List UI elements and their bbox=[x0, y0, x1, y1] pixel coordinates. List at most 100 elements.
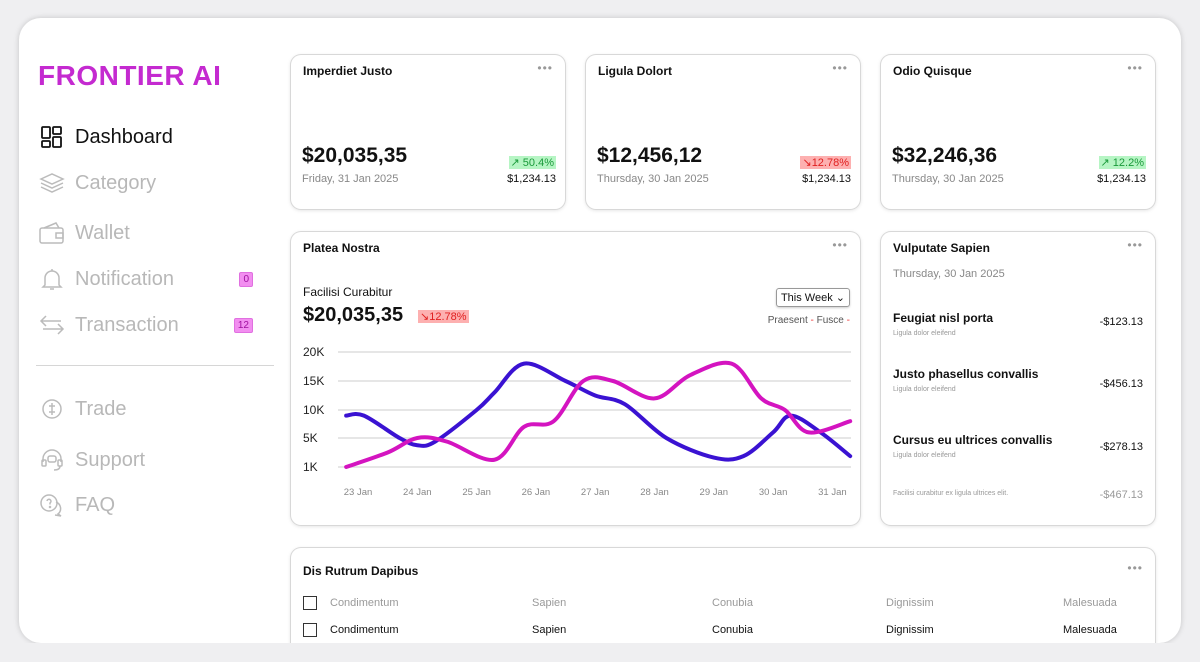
x-tick-label: 31 Jan bbox=[818, 487, 847, 498]
trend-down-icon: ↘ bbox=[420, 311, 430, 323]
sidebar-item-category[interactable]: Category bbox=[39, 170, 253, 196]
chart-value: $20,035,35 bbox=[303, 304, 404, 326]
stat-date: Thursday, 30 Jan 2025 bbox=[597, 173, 709, 185]
card-title: Vulputate Sapien bbox=[893, 241, 990, 255]
stat-date: Thursday, 30 Jan 2025 bbox=[892, 173, 1004, 185]
sidebar-item-trade[interactable]: Trade bbox=[39, 396, 253, 422]
list-item-title: Cursus eu ultrices convallis bbox=[893, 433, 1053, 447]
swap-icon bbox=[39, 312, 65, 338]
more-options-button[interactable]: ••• bbox=[832, 238, 848, 252]
sidebar-item-notification[interactable]: Notification 0 bbox=[39, 266, 253, 292]
select-all-checkbox[interactable] bbox=[303, 596, 317, 610]
table-cell: Malesuada bbox=[1063, 624, 1117, 636]
stat-sub-value: $1,234.13 bbox=[802, 173, 851, 185]
stat-card: Imperdiet Justo ••• $20,035,35 Friday, 3… bbox=[291, 55, 565, 209]
chart-card: Platea Nostra ••• Facilisi Curabitur $20… bbox=[291, 232, 860, 525]
chevron-down-icon: ⌄ bbox=[835, 292, 845, 304]
more-options-button[interactable]: ••• bbox=[537, 61, 553, 75]
x-tick-label: 26 Jan bbox=[522, 487, 551, 498]
nav-label: Wallet bbox=[75, 221, 130, 244]
x-tick-label: 29 Jan bbox=[700, 487, 729, 498]
brand-logo: FRONTIER AI bbox=[38, 60, 222, 91]
headset-icon bbox=[39, 447, 65, 473]
list-item-amount: -$456.13 bbox=[1099, 378, 1143, 390]
stat-value: $32,246,36 bbox=[892, 144, 998, 167]
sidebar-divider bbox=[36, 365, 274, 366]
legend-item: Praesent bbox=[767, 315, 808, 326]
series-line-fusce bbox=[344, 360, 853, 469]
table-cell: Condimentum bbox=[330, 624, 399, 636]
trade-icon bbox=[39, 396, 65, 422]
change-value: 12.78% bbox=[429, 311, 467, 323]
nav-label: Trade bbox=[75, 397, 127, 420]
nav-label: Dashboard bbox=[75, 125, 173, 148]
series-line-praesent bbox=[344, 361, 853, 462]
change-badge: ↘12.78% bbox=[800, 156, 851, 169]
sidebar-item-wallet[interactable]: Wallet bbox=[39, 220, 253, 246]
column-header: Sapien bbox=[532, 597, 567, 609]
nav-label: FAQ bbox=[75, 493, 116, 516]
card-title: Imperdiet Justo bbox=[303, 64, 393, 78]
table-header: Condimentum Sapien Conubia Dignissim Mal… bbox=[303, 596, 1143, 610]
change-badge: ↗ 12.2% bbox=[1098, 156, 1146, 169]
change-value: 12.2% bbox=[1112, 157, 1144, 169]
table-card: Dis Rutrum Dapibus ••• Condimentum Sapie… bbox=[291, 548, 1155, 658]
grid-icon bbox=[39, 124, 65, 150]
list-footer-amount: -$467.13 bbox=[1099, 489, 1143, 501]
y-tick-label: 15K bbox=[303, 374, 324, 388]
transaction-badge: 12 bbox=[233, 317, 253, 333]
list-item-amount: -$278.13 bbox=[1099, 441, 1143, 453]
sidebar-item-dashboard[interactable]: Dashboard bbox=[39, 124, 253, 150]
more-options-button[interactable]: ••• bbox=[1127, 238, 1143, 252]
transactions-card: Vulputate Sapien ••• Thursday, 30 Jan 20… bbox=[881, 232, 1155, 525]
stat-value: $12,456,12 bbox=[597, 144, 703, 167]
sidebar-item-faq[interactable]: FAQ bbox=[39, 492, 253, 518]
trend-up-icon: ↗ bbox=[1100, 157, 1110, 169]
nav-label: Transaction bbox=[75, 313, 179, 336]
trend-up-icon: ↗ bbox=[510, 157, 520, 169]
nav-label: Support bbox=[75, 448, 146, 471]
x-tick-label: 27 Jan bbox=[581, 487, 610, 498]
stat-date: Friday, 31 Jan 2025 bbox=[302, 173, 399, 185]
more-options-button[interactable]: ••• bbox=[832, 61, 848, 75]
chart-label: Facilisi Curabitur bbox=[303, 285, 393, 299]
table-cell: Sapien bbox=[532, 624, 567, 636]
table-cell: Conubia bbox=[712, 624, 753, 636]
list-date: Thursday, 30 Jan 2025 bbox=[893, 268, 1005, 280]
list-item-title: Justo phasellus convallis bbox=[893, 367, 1039, 381]
x-tick-label: 30 Jan bbox=[759, 487, 788, 498]
more-options-button[interactable]: ••• bbox=[1127, 561, 1143, 575]
card-title: Platea Nostra bbox=[303, 241, 380, 255]
y-tick-label: 10K bbox=[303, 403, 324, 417]
period-select[interactable]: This Week ⌄ bbox=[775, 288, 850, 307]
change-badge: ↘12.78% bbox=[418, 310, 469, 323]
more-options-button[interactable]: ••• bbox=[1127, 61, 1143, 75]
line-chart: 1K 5K 10K 15K 20K 23 Jan 24 Jan 25 Jan 26 Jan 27 … bbox=[303, 345, 853, 498]
column-header: Dignissim bbox=[886, 597, 934, 609]
nav-label: Notification bbox=[75, 267, 174, 290]
wallet-icon bbox=[39, 220, 65, 246]
sidebar-item-support[interactable]: Support bbox=[39, 447, 253, 473]
list-footer: Facilisi curabitur ex ligula ultrices el… bbox=[893, 490, 1009, 497]
change-badge: ↗ 50.4% bbox=[508, 156, 556, 169]
list-item-amount: -$123.13 bbox=[1099, 316, 1143, 328]
nav-label: Category bbox=[75, 171, 157, 194]
sidebar-item-transaction[interactable]: Transaction 12 bbox=[39, 312, 253, 338]
row-checkbox[interactable] bbox=[303, 623, 317, 637]
column-header: Conubia bbox=[712, 597, 753, 609]
page-bottom bbox=[0, 643, 1200, 662]
notification-badge: 0 bbox=[239, 271, 253, 287]
x-tick-label: 28 Jan bbox=[640, 487, 669, 498]
layers-icon bbox=[39, 170, 65, 196]
stat-sub-value: $1,234.13 bbox=[507, 173, 556, 185]
stat-sub-value: $1,234.13 bbox=[1097, 173, 1146, 185]
chart-legend: Praesent - Fusce - bbox=[767, 315, 850, 326]
card-title: Dis Rutrum Dapibus bbox=[303, 564, 419, 578]
legend-item: Fusce bbox=[816, 315, 844, 326]
list-item-title: Feugiat nisl porta bbox=[893, 311, 994, 325]
question-icon bbox=[39, 492, 65, 518]
card-title: Odio Quisque bbox=[893, 64, 972, 78]
card-title: Ligula Dolort bbox=[598, 64, 672, 78]
period-value: This Week bbox=[780, 292, 833, 304]
stat-card: Ligula Dolort ••• $12,456,12 Thursday, 3… bbox=[586, 55, 860, 209]
